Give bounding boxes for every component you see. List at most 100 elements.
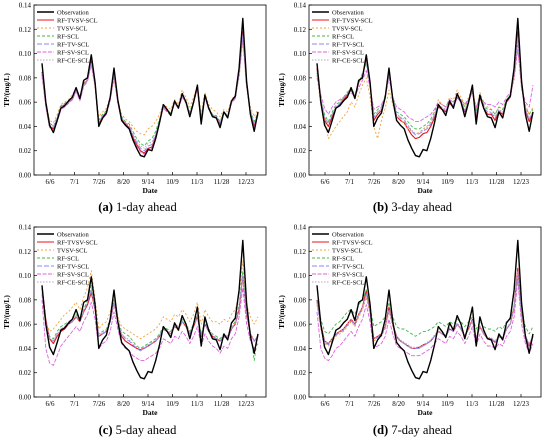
x-tick-label-d: 11/3 xyxy=(466,400,479,408)
legend-label-rf-scl-a: RF-SCL xyxy=(57,33,79,40)
x-axis-label-d: Date xyxy=(418,408,434,417)
y-tick-label-a: 0.00 xyxy=(19,172,32,180)
x-tick-label-a: 11/3 xyxy=(191,178,204,186)
legend-label-rf-ce-scl-b: RF-CE-SCL xyxy=(332,57,365,64)
legend-label-rf-tv-scl-c: RF-TV-SCL xyxy=(57,263,89,270)
legend-label-rf-tv-scl-b: RF-TV-SCL xyxy=(332,41,364,48)
legend-a: ObservationRF-TVSV-SCLTVSV-SCLRF-SCLRF-T… xyxy=(37,9,98,64)
legend-label-rf-ce-scl-a: RF-CE-SCL xyxy=(57,57,90,64)
y-tick-label-c: 0.14 xyxy=(19,224,32,232)
y-tick-label-d: 0.00 xyxy=(294,394,307,402)
legend-b: ObservationRF-TVSV-SCLTVSV-SCLRF-SCLRF-T… xyxy=(312,9,373,64)
x-tick-label-c: 11/28 xyxy=(214,400,230,408)
series-line-observation-b xyxy=(316,17,534,158)
x-tick-label-a: 8/20 xyxy=(117,178,130,186)
y-tick-label-a: 0.10 xyxy=(19,50,32,58)
y-tick-label-c: 0.12 xyxy=(19,248,32,256)
y-tick-label-d: 0.10 xyxy=(294,272,307,280)
y-axis-label-b: TP/(mg/L) xyxy=(277,73,286,107)
legend-label-rf-tv-scl-d: RF-TV-SCL xyxy=(332,263,364,270)
x-tick-label-a: 12/23 xyxy=(238,178,254,186)
y-tick-label-b: 0.14 xyxy=(294,2,307,10)
series-line-observation-c xyxy=(41,239,259,380)
plot-frame-c xyxy=(33,226,267,398)
y-tick-label-b: 0.12 xyxy=(294,26,307,34)
series-line-rf-sv-scl-c xyxy=(41,287,259,366)
x-tick-label-c: 6/6 xyxy=(46,400,55,408)
x-tick-label-b: 9/14 xyxy=(417,178,430,186)
legend-label-rf-ce-scl-c: RF-CE-SCL xyxy=(57,279,90,286)
y-tick-label-c: 0.00 xyxy=(19,394,32,402)
caption-c: (c) 5-day ahead xyxy=(0,423,275,438)
y-tick-label-b: 0.10 xyxy=(294,50,307,58)
x-tick-label-a: 9/14 xyxy=(142,178,155,186)
y-tick-label-a: 0.14 xyxy=(19,2,32,10)
x-tick-label-d: 9/14 xyxy=(417,400,430,408)
caption-d-letter: (d) xyxy=(372,423,389,437)
x-tick-label-c: 7/1 xyxy=(70,400,79,408)
series-line-tvsv-scl-d xyxy=(316,272,534,349)
caption-a: (a) 1-day ahead xyxy=(0,200,275,215)
chart-panel-a: 0.00 0.02 0.04 0.06 0.08 0.10 0.12 0.14 6/6 7/1 7/… xyxy=(2,2,267,195)
x-tick-label-d: 8/20 xyxy=(392,400,405,408)
x-axis-label-c: Date xyxy=(143,408,159,417)
series-line-tvsv-scl-a xyxy=(41,40,259,136)
legend-label-rf-scl-c: RF-SCL xyxy=(57,255,79,262)
legend-label-rf-tv-scl-a: RF-TV-SCL xyxy=(57,41,89,48)
x-axis-label-a: Date xyxy=(143,186,159,195)
legend-label-rf-tvsv-scl-c: RF-TVSV-SCL xyxy=(57,239,98,246)
legend-label-rf-tvsv-scl-b: RF-TVSV-SCL xyxy=(332,17,373,24)
caption-b: (b) 3-day ahead xyxy=(275,200,550,215)
y-axis-label-a: TP/(mg/L) xyxy=(2,73,11,107)
x-tick-label-b: 10/9 xyxy=(441,178,454,186)
legend-label-rf-scl-d: RF-SCL xyxy=(332,255,354,262)
y-tick-label-b: 0.06 xyxy=(294,99,307,107)
y-tick-label-a: 0.06 xyxy=(19,99,32,107)
caption-a-text: 1-day ahead xyxy=(115,200,177,214)
legend-label-tvsv-scl-c: TVSV-SCL xyxy=(57,247,87,254)
x-tick-label-d: 6/6 xyxy=(321,400,330,408)
caption-a-letter: (a) xyxy=(98,200,113,214)
y-tick-label-d: 0.04 xyxy=(294,345,307,353)
legend-label-tvsv-scl-d: TVSV-SCL xyxy=(332,247,362,254)
legend-label-rf-sv-scl-c: RF-SV-SCL xyxy=(57,271,89,278)
legend-label-observation-a: Observation xyxy=(57,9,90,16)
y-tick-label-c: 0.06 xyxy=(19,321,32,329)
legend-label-rf-scl-b: RF-SCL xyxy=(332,33,354,40)
y-tick-label-a: 0.08 xyxy=(19,74,32,82)
caption-c-letter: (c) xyxy=(98,423,113,437)
x-tick-label-a: 7/26 xyxy=(93,178,106,186)
x-tick-label-b: 6/6 xyxy=(321,178,330,186)
y-tick-label-c: 0.10 xyxy=(19,272,32,280)
chart-panel-d: 0.00 0.02 0.04 0.06 0.08 0.10 0.12 0.14 6/6 7/1 7/… xyxy=(277,224,542,417)
x-tick-label-c: 12/23 xyxy=(238,400,254,408)
legend-label-rf-tvsv-scl-a: RF-TVSV-SCL xyxy=(57,17,98,24)
series-line-rf-scl-d xyxy=(316,277,534,337)
x-tick-label-d: 12/23 xyxy=(513,400,529,408)
x-tick-label-d: 10/9 xyxy=(441,400,454,408)
y-tick-label-a: 0.02 xyxy=(19,147,32,155)
y-tick-label-d: 0.12 xyxy=(294,248,307,256)
legend-label-tvsv-scl-a: TVSV-SCL xyxy=(57,25,87,32)
x-tick-label-a: 6/6 xyxy=(46,178,55,186)
y-tick-label-a: 0.12 xyxy=(19,26,32,34)
plot-frame-b xyxy=(308,4,542,176)
x-tick-label-b: 11/28 xyxy=(489,178,505,186)
legend-label-rf-ce-scl-d: RF-CE-SCL xyxy=(332,279,365,286)
x-tick-label-d: 11/28 xyxy=(489,400,505,408)
caption-c-text: 5-day ahead xyxy=(115,423,177,437)
x-tick-label-d: 7/1 xyxy=(345,400,354,408)
x-tick-label-b: 12/23 xyxy=(513,178,529,186)
x-tick-label-b: 7/26 xyxy=(368,178,381,186)
legend-d: ObservationRF-TVSV-SCLTVSV-SCLRF-SCLRF-T… xyxy=(312,231,373,286)
legend-label-rf-sv-scl-a: RF-SV-SCL xyxy=(57,49,89,56)
chart-panel-b: 0.00 0.02 0.04 0.06 0.08 0.10 0.12 0.14 6/6 7/1 7/… xyxy=(277,2,542,195)
y-tick-label-c: 0.02 xyxy=(19,369,32,377)
legend-label-rf-tvsv-scl-d: RF-TVSV-SCL xyxy=(332,239,373,246)
plot-frame-a xyxy=(33,4,267,176)
y-axis-label-c: TP/(mg/L) xyxy=(2,295,11,329)
x-tick-label-b: 11/3 xyxy=(466,178,479,186)
y-tick-label-d: 0.14 xyxy=(294,224,307,232)
legend-label-observation-d: Observation xyxy=(332,231,365,238)
